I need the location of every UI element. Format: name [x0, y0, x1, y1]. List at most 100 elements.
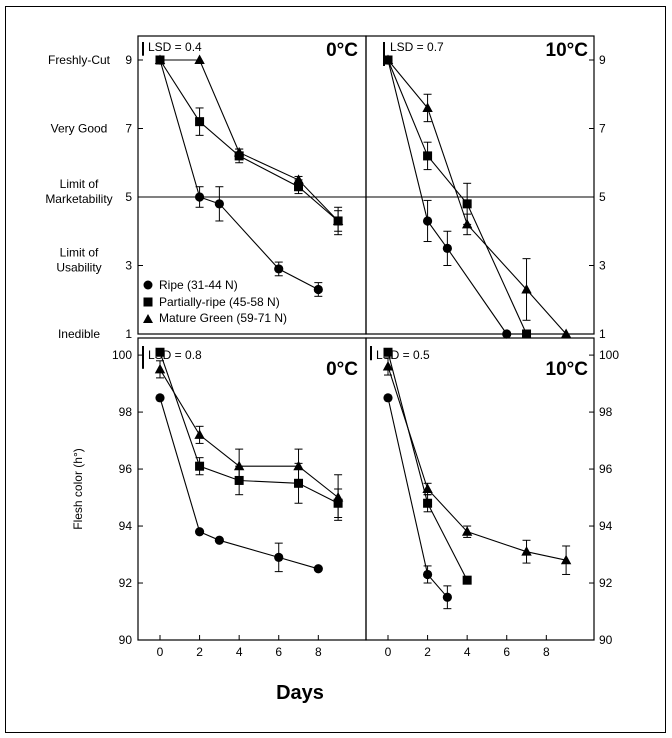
series-line-partially-ripe	[387, 59, 528, 335]
temperature-label-quality-10C: 10°C	[546, 40, 589, 61]
lsd-label-quality-0C: LSD = 0.4	[148, 40, 202, 54]
series-line-partially-ripe	[387, 352, 468, 581]
y-tick-label-left: 3	[125, 259, 132, 273]
data-point-mature	[194, 429, 205, 439]
data-point-partially-ripe	[294, 182, 304, 192]
data-point-mature	[293, 174, 304, 184]
legend-marker-ripe	[143, 280, 153, 290]
y-axis-title-flesh-color: Flesh color (h°)	[71, 448, 85, 530]
data-point-partially-ripe	[195, 461, 205, 471]
data-point-mature	[293, 460, 304, 471]
data-point-partially-ripe	[155, 347, 165, 357]
legend: Ripe (31-44 N) Partially-ripe (45-58 N) …	[143, 278, 287, 325]
quality-scale-label: Limit of	[60, 177, 99, 191]
quality-scale-label: Limit of	[60, 246, 99, 260]
series-line-mature	[387, 366, 567, 561]
series-line-partially-ripe	[159, 352, 339, 504]
data-point-mature	[332, 215, 344, 225]
temperature-label-color-10C: 10°C	[546, 359, 589, 380]
series-line-ripe	[159, 59, 319, 290]
data-point-mature	[521, 283, 532, 294]
y-tick-label-left: 9	[125, 53, 132, 67]
data-point-partially-ripe	[423, 498, 433, 508]
data-point-mature	[233, 146, 245, 157]
figure-border	[5, 6, 666, 733]
data-point-ripe	[155, 393, 165, 403]
y-tick-label-left: 90	[119, 633, 133, 647]
x-tick-label: 8	[543, 645, 550, 659]
data-point-mature	[154, 363, 166, 374]
y-tick-label-left: 1	[125, 327, 132, 341]
data-point-ripe	[442, 243, 452, 253]
data-point-mature	[461, 526, 473, 536]
y-tick-label-right: 92	[599, 576, 613, 590]
y-tick-label-left: 7	[125, 122, 132, 136]
data-point-mature	[560, 554, 572, 565]
y-tick-label-right: 98	[599, 405, 613, 419]
data-point-ripe	[194, 192, 205, 202]
data-point-mature	[332, 492, 344, 502]
data-point-ripe	[194, 527, 205, 537]
y-tick-label-right: 9	[599, 53, 606, 67]
quality-scale-label: Usability	[56, 261, 101, 275]
y-tick-label-left: 100	[112, 348, 132, 362]
series-line-mature	[159, 369, 339, 498]
y-tick-label-right: 3	[599, 259, 606, 273]
x-axis-title: Days	[276, 682, 324, 704]
y-tick-label-left: 94	[119, 519, 133, 533]
y-tick-label-left: 96	[119, 462, 133, 476]
data-point-ripe	[383, 393, 393, 403]
data-point-ripe	[422, 569, 433, 580]
y-tick-label-right: 96	[599, 462, 613, 476]
series-line-ripe	[387, 397, 448, 598]
quality-scale-label: Inedible	[58, 327, 100, 341]
legend-label-mature-green: Mature Green (59-71 N)	[159, 311, 287, 325]
data-point-partially-ripe	[462, 575, 472, 585]
lsd-label-quality-10C: LSD = 0.7	[390, 40, 444, 54]
data-point-mature	[233, 460, 245, 471]
panel-frame-color-10C	[365, 337, 595, 641]
x-tick-label: 4	[236, 645, 243, 659]
data-point-mature	[382, 360, 394, 371]
data-point-mature	[382, 54, 394, 64]
legend-marker-mature-green	[143, 314, 153, 323]
legend-marker-partially-ripe	[143, 297, 153, 307]
data-point-ripe	[274, 264, 284, 274]
legend-label-partially-ripe: Partially-ripe (45-58 N)	[159, 295, 280, 309]
data-point-ripe	[214, 199, 224, 209]
data-point-partially-ripe	[522, 329, 532, 339]
quality-scale-label: Marketability	[45, 192, 112, 206]
y-tick-label-right: 100	[599, 348, 619, 362]
data-point-mature	[521, 546, 532, 556]
data-point-mature	[154, 54, 166, 64]
x-tick-label: 2	[424, 645, 431, 659]
data-point-mature	[422, 102, 433, 112]
y-tick-label-right: 7	[599, 122, 606, 136]
data-point-partially-ripe	[423, 151, 433, 161]
data-point-mature	[422, 483, 433, 493]
temperature-label-color-0C: 0°C	[326, 359, 358, 380]
data-point-ripe	[313, 284, 323, 295]
y-tick-label-right: 90	[599, 633, 613, 647]
x-tick-label: 2	[196, 645, 203, 659]
y-tick-label-right: 1	[599, 327, 606, 341]
data-point-partially-ripe	[462, 199, 472, 209]
x-tick-label: 6	[503, 645, 510, 659]
data-point-partially-ripe	[383, 347, 393, 357]
x-tick-label: 0	[385, 645, 392, 659]
y-tick-label-left: 98	[119, 405, 133, 419]
data-point-mature	[560, 328, 572, 338]
quality-scale-label: Freshly-Cut	[48, 53, 111, 67]
x-tick-label: 4	[464, 645, 471, 659]
data-point-mature	[461, 218, 473, 229]
data-point-ripe	[274, 552, 284, 562]
temperature-label-quality-0C: 0°C	[326, 40, 358, 61]
legend-label-ripe: Ripe (31-44 N)	[159, 278, 238, 292]
data-point-ripe	[502, 329, 512, 339]
data-point-mature	[194, 54, 205, 64]
quality-scale-label: Very Good	[51, 122, 108, 136]
panel-frame-quality-10C	[365, 35, 595, 335]
y-tick-label-left: 5	[125, 190, 132, 204]
data-point-ripe	[422, 216, 433, 226]
